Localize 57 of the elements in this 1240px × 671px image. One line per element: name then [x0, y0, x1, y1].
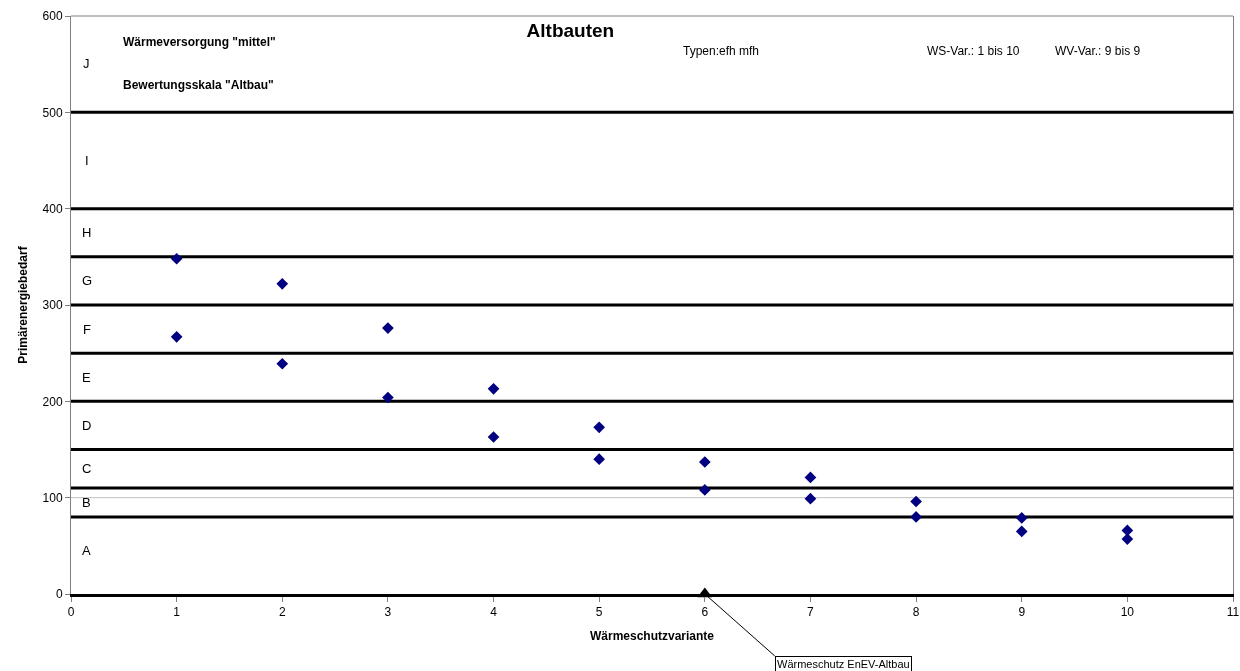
point	[170, 252, 183, 265]
annotation: A	[82, 543, 91, 558]
annotation: F	[83, 322, 91, 337]
annotation: WV-Var.: 9 bis 9	[1055, 44, 1141, 58]
annotation: E	[82, 370, 91, 385]
point	[593, 453, 606, 465]
annotation: D	[82, 418, 92, 433]
y-tick-label: 600	[42, 9, 63, 24]
y-tick-label: 300	[42, 298, 63, 313]
x-tick-label: 8	[912, 605, 920, 620]
point	[910, 511, 922, 523]
point	[487, 382, 500, 395]
annotation: H	[82, 225, 92, 240]
y-axis-title: Primärenergiebedarf	[15, 245, 30, 364]
chart-title: Altbauten	[526, 19, 615, 41]
annotation: C	[82, 461, 92, 476]
annotation: I	[85, 153, 89, 168]
annotation: B	[82, 495, 91, 510]
point	[804, 471, 817, 484]
x-tick-label: 9	[1018, 605, 1026, 620]
point	[276, 277, 289, 290]
point	[170, 330, 183, 343]
y-tick-label: 500	[42, 105, 63, 120]
point	[910, 495, 922, 508]
annotation: Typen:efh mfh	[683, 44, 760, 58]
annotation: WS-Var.: 1 bis 10	[927, 44, 1020, 58]
x-tick-label: 11	[1226, 605, 1240, 620]
point	[1121, 533, 1134, 545]
point	[487, 431, 500, 443]
y-tick-label: 0	[55, 587, 63, 602]
point	[804, 492, 817, 505]
x-tick-label: 3	[384, 605, 392, 620]
y-tick-label: 100	[42, 490, 63, 505]
point	[698, 456, 711, 468]
point	[593, 421, 606, 434]
x-tick-label: 4	[490, 605, 498, 620]
x-tick-label: 2	[278, 605, 286, 620]
x-tick-label: 6	[701, 605, 709, 620]
y-tick-label: 200	[42, 394, 63, 409]
x-tick-label: 10	[1120, 605, 1135, 620]
x-axis-title: Wärmeschutzvariante	[589, 629, 715, 644]
x-tick-label: 1	[173, 605, 181, 620]
point	[1015, 525, 1028, 538]
annotation: G	[82, 273, 93, 288]
annotation: Wärmeversorgung "mittel"	[123, 35, 276, 49]
y-tick-label: 400	[42, 201, 63, 216]
point	[276, 357, 289, 370]
point	[1015, 512, 1028, 524]
annotation: J	[83, 56, 90, 71]
annotation: Wärmeschutz EnEV-Altbau	[777, 658, 910, 670]
x-tick-label: 0	[67, 605, 75, 620]
annotation: Bewertungsskala "Altbau"	[123, 78, 274, 92]
x-tick-label: 7	[807, 605, 815, 620]
point	[382, 391, 394, 404]
point	[698, 484, 711, 496]
point	[382, 322, 394, 334]
x-tick-label: 5	[595, 605, 603, 620]
